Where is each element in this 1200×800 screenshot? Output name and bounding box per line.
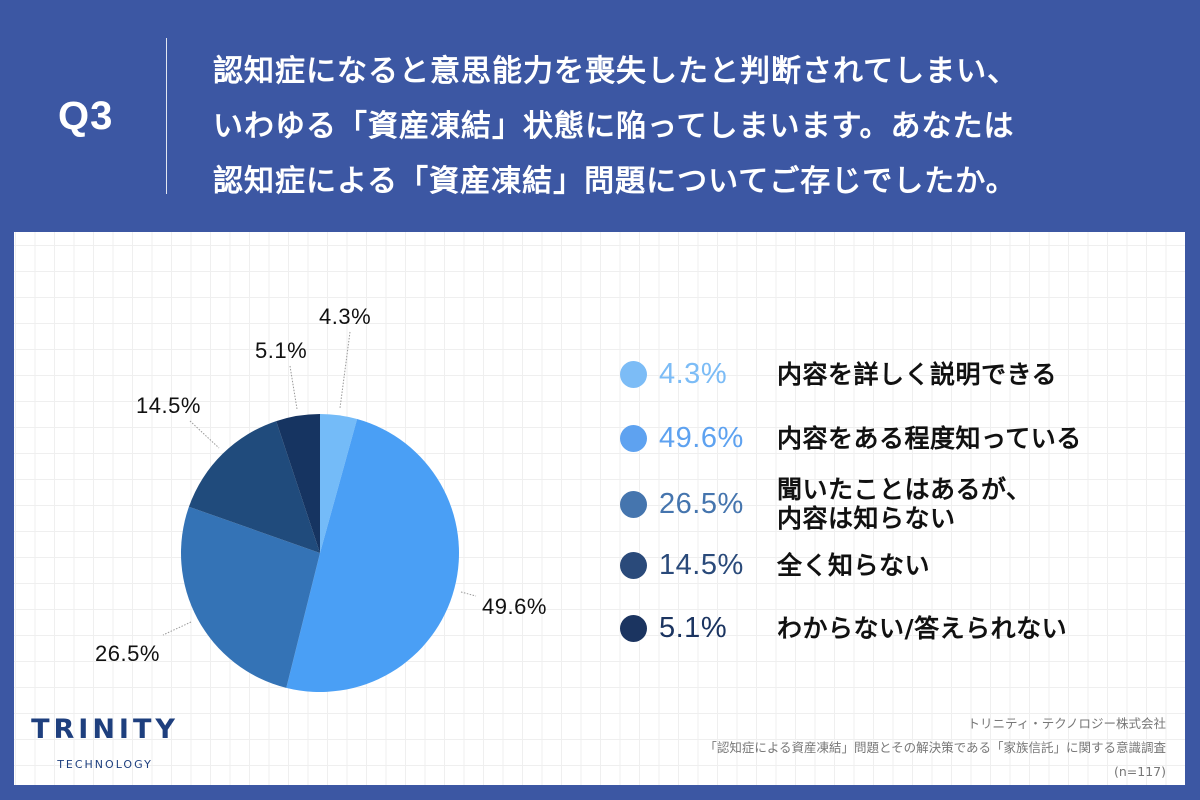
question-line: いわゆる「資産凍結」状態に陥ってしまいます。あなたは [213, 109, 1015, 144]
pie-label-dont-know: 5.1% [255, 338, 308, 363]
leader-line [162, 621, 192, 636]
legend-label: わからない/答えられない [777, 614, 1068, 643]
slice-explain-in-detail [320, 414, 358, 553]
slice-not-at-all [188, 421, 320, 553]
legend-dot-icon [620, 361, 647, 388]
leader-line [339, 331, 351, 409]
legend-label: 聞いたことはあるが、 内容は知らない [777, 475, 1032, 533]
legend-label: 全く知らない [777, 551, 931, 580]
legend-dot-icon [620, 425, 647, 452]
logo-wordmark: TRINITY [31, 714, 179, 745]
legend-dot-icon [620, 490, 647, 518]
leader-line [289, 365, 298, 410]
slice-heard-only [180, 506, 320, 688]
legend-item: 49.6% 内容をある程度知っている [620, 422, 1082, 455]
pie-label-know-somewhat: 49.6% [482, 594, 547, 619]
slice-know-somewhat [286, 419, 459, 692]
legend-dot-icon [620, 615, 647, 642]
logo-subtitle: TECHNOLOGY [57, 758, 153, 771]
legend-label: 内容を詳しく説明できる [777, 360, 1058, 389]
legend-dot-icon [620, 552, 647, 579]
header: Q3 認知症になると意思能力を喪失したと判断されてしまい、 いわゆる「資産凍結」… [0, 0, 1200, 232]
leader-line [460, 591, 477, 597]
legend-percent: 4.3% [659, 358, 728, 390]
source-note: トリニティ・テクノロジー株式会社 「認知症による資産凍結」問題とその解決策である… [704, 712, 1166, 784]
legend-label: 内容をある程度知っている [777, 424, 1082, 453]
question-number: Q3 [58, 94, 114, 138]
question-line: 認知症による「資産凍結」問題についてご存じでしたか。 [213, 164, 1017, 199]
legend-item: 4.3% 内容を詳しく説明できる [620, 358, 1057, 391]
header-divider [166, 38, 167, 194]
trinity-logo: TRINITY TECHNOLOGY [30, 714, 180, 771]
legend-item: 5.1% わからない/答えられない [620, 612, 1067, 645]
legend-item: 14.5% 全く知らない [620, 549, 930, 582]
legend-percent: 5.1% [659, 612, 728, 644]
pie-label-explain-in-detail: 4.3% [319, 304, 372, 329]
source-sample: (n=117) [1113, 764, 1166, 779]
question-text: 認知症になると意思能力を喪失したと判断されてしまい、 いわゆる「資産凍結」状態に… [213, 44, 1173, 209]
question-line: 認知症になると意思能力を喪失したと判断されてしまい、 [213, 54, 1019, 89]
legend-percent: 49.6% [659, 422, 744, 454]
pie-label-not-at-all: 14.5% [136, 393, 201, 418]
slice-dont-know [276, 414, 320, 553]
pie-label-heard-only: 26.5% [95, 641, 160, 666]
leader-line [189, 420, 220, 449]
legend-percent: 14.5% [659, 549, 744, 581]
legend-percent: 26.5% [659, 487, 744, 520]
source-company: トリニティ・テクノロジー株式会社 [967, 716, 1166, 731]
legend-item: 26.5% 聞いたことはあるが、 内容は知らない [620, 475, 1032, 533]
source-survey: 「認知症による資産凍結」問題とその解決策である「家族信託」に関する意識調査 [704, 740, 1166, 755]
